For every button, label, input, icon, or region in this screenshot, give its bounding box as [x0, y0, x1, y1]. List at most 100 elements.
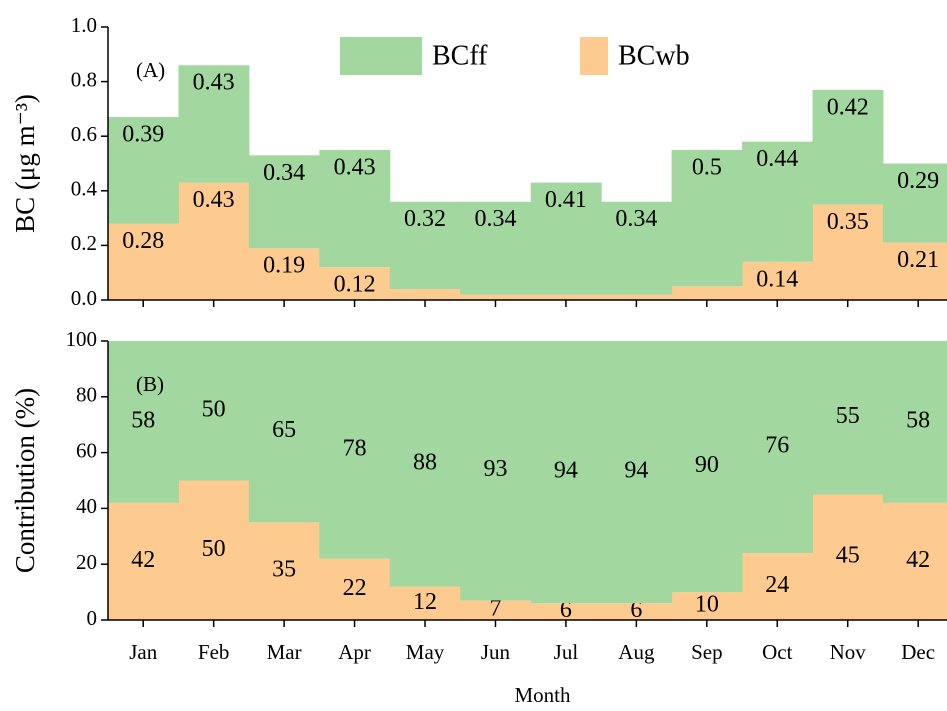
data-label: 0.43 [334, 154, 376, 180]
data-label: 0.14 [756, 266, 798, 292]
bar-segment [882, 341, 947, 503]
data-label: 24 [765, 572, 789, 598]
data-label: 0.34 [263, 160, 305, 186]
data-label: 78 [343, 435, 367, 461]
bar-segment [460, 294, 532, 300]
x-tick-label: Jun [481, 640, 511, 664]
bar-segment [882, 502, 947, 620]
bar-segment [389, 586, 461, 620]
x-tick-label: Oct [762, 640, 792, 664]
x-tick-label: May [406, 640, 445, 664]
bar-segment [389, 201, 461, 290]
data-label: 6 [560, 597, 572, 623]
bar-segment [601, 603, 673, 620]
data-label: 0.42 [827, 94, 869, 120]
data-label: 0.19 [263, 253, 305, 279]
y-tick-label: 80 [76, 383, 97, 407]
data-label: 22 [343, 575, 367, 601]
bar-segment [248, 341, 320, 523]
bar-segment [530, 603, 602, 620]
bar-segment [530, 341, 602, 604]
bar-segment [812, 494, 884, 620]
data-label: 0.43 [193, 187, 235, 213]
x-tick-label: Dec [901, 640, 935, 664]
data-label: 10 [695, 592, 719, 618]
bar-segment [812, 89, 884, 205]
legend-swatch [340, 37, 422, 75]
y-tick-label: 1.0 [71, 13, 97, 37]
data-label: 90 [695, 452, 719, 478]
data-label: 0.35 [827, 209, 869, 235]
data-label: 45 [836, 543, 860, 569]
bar-segment [530, 294, 602, 300]
bar-segment [812, 341, 884, 495]
bar-segment [178, 182, 250, 300]
data-label: 42 [906, 547, 930, 573]
x-tick-label: Aug [618, 640, 655, 664]
data-label: 94 [624, 458, 648, 484]
bar-segment [742, 553, 813, 620]
y-tick-label: 60 [76, 438, 97, 462]
legend-label: BCff [432, 40, 488, 71]
data-label: 65 [272, 417, 296, 443]
x-axis-label: Month [514, 683, 571, 707]
y-tick-label: 0.0 [71, 286, 97, 310]
data-label: 0.32 [404, 206, 446, 232]
data-label: 35 [272, 557, 296, 583]
data-label: 58 [131, 407, 155, 433]
x-tick-label: Mar [267, 640, 302, 664]
bar-segment [742, 141, 813, 262]
y-tick-label: 0 [87, 606, 98, 630]
data-label: 0.28 [122, 228, 164, 254]
bar-segment [601, 341, 673, 604]
data-label: 50 [202, 536, 226, 562]
data-label: 50 [202, 396, 226, 422]
bar-segment [108, 117, 179, 224]
x-tick-label: Apr [338, 640, 371, 664]
bar-segment [248, 522, 320, 620]
bar-segment [601, 201, 673, 295]
data-label: 0.29 [897, 168, 939, 194]
x-tick-label: Jul [554, 640, 579, 664]
bar-segment [389, 289, 461, 300]
bar-segment [460, 341, 532, 601]
bar-segment [319, 267, 391, 300]
panel-label: (B) [136, 372, 164, 396]
data-label: 88 [413, 449, 437, 475]
x-tick-label: Nov [830, 640, 867, 664]
data-label: 0.21 [897, 247, 939, 273]
bar-segment [319, 341, 391, 559]
y-axis-label: BC (μg m⁻³) [10, 94, 40, 233]
data-label: 0.43 [193, 70, 235, 96]
panel-label: (A) [136, 58, 165, 82]
bar-segment [108, 502, 179, 620]
bar-segment [882, 163, 947, 243]
y-axis-label: Contribution (%) [10, 388, 40, 573]
data-label: 7 [489, 596, 501, 622]
y-tick-label: 100 [66, 327, 98, 351]
data-label: 93 [483, 456, 507, 482]
x-tick-label: Sep [691, 640, 723, 664]
bar-segment [882, 242, 947, 300]
bar-segment [742, 261, 813, 300]
data-label: 6 [630, 597, 642, 623]
bar-segment [742, 341, 813, 554]
bar-segment [178, 341, 250, 481]
data-label: 0.44 [756, 146, 798, 172]
data-label: 0.34 [615, 206, 657, 232]
data-label: 12 [413, 589, 437, 615]
bar-segment [108, 341, 179, 503]
data-label: 42 [131, 547, 155, 573]
bar-segment [178, 480, 250, 620]
data-label: 0.34 [474, 206, 516, 232]
bar-segment [460, 600, 532, 620]
y-tick-label: 0.8 [71, 67, 97, 91]
data-label: 0.12 [334, 272, 376, 298]
bar-segment [319, 558, 391, 620]
y-tick-label: 20 [76, 550, 97, 574]
data-label: 76 [765, 433, 789, 459]
y-tick-label: 0.4 [71, 177, 98, 201]
bar-segment [671, 341, 743, 593]
bar-segment [108, 223, 179, 300]
legend-swatch [580, 37, 608, 75]
